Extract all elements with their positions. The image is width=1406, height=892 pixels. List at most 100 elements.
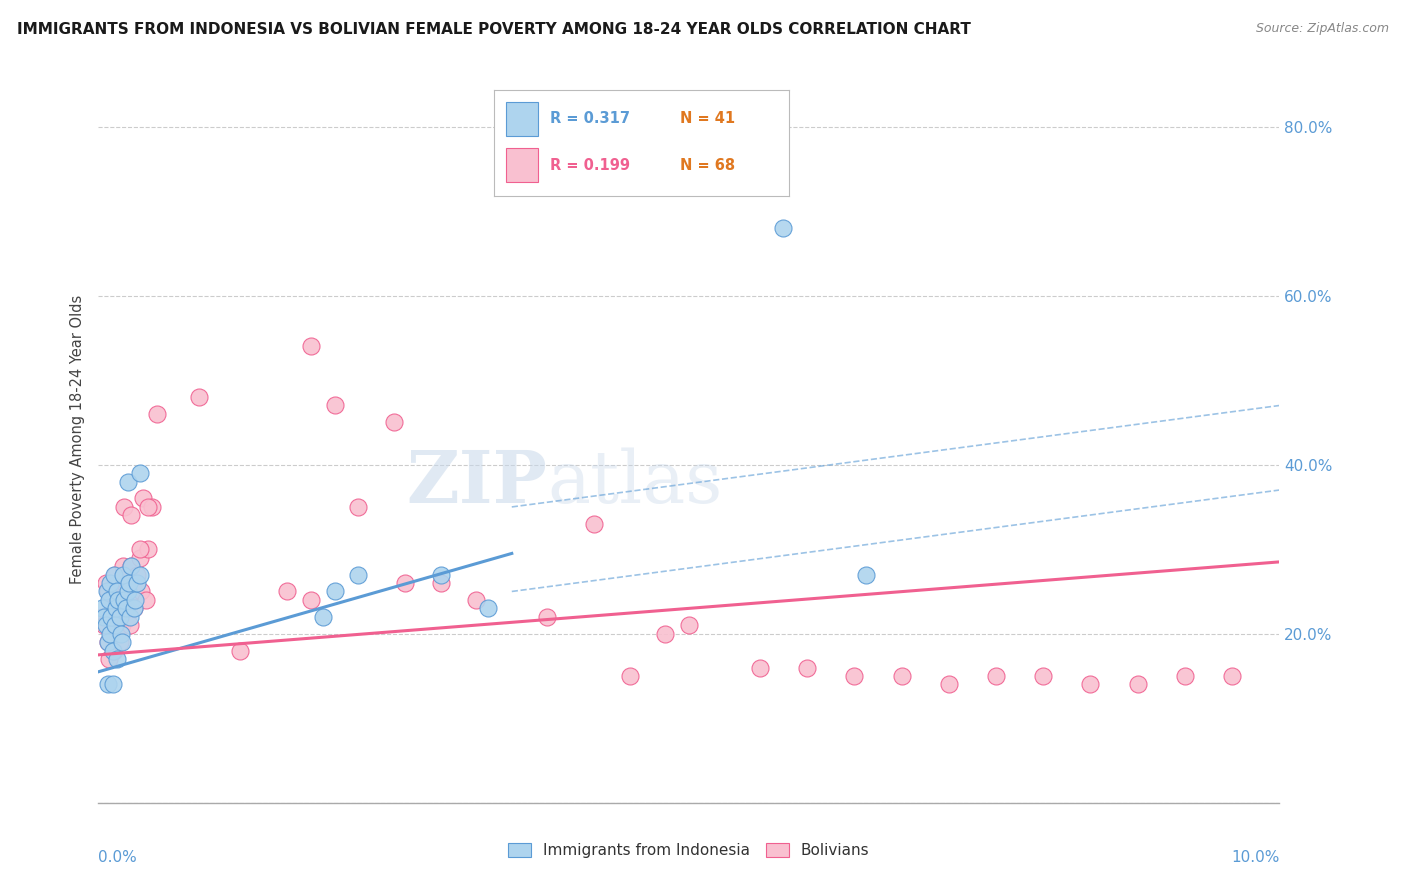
Point bbox=[114, 601, 136, 615]
Point bbox=[111, 635, 134, 649]
Text: IMMIGRANTS FROM INDONESIA VS BOLIVIAN FEMALE POVERTY AMONG 18-24 YEAR OLDS CORRE: IMMIGRANTS FROM INDONESIA VS BOLIVIAN FE… bbox=[17, 22, 970, 37]
Text: 0.0%: 0.0% bbox=[98, 850, 138, 865]
Point bbox=[107, 593, 129, 607]
Point bbox=[141, 500, 163, 514]
Point bbox=[146, 407, 169, 421]
Point bbox=[323, 584, 346, 599]
Point bbox=[112, 500, 135, 514]
Point bbox=[187, 390, 209, 404]
Point bbox=[104, 610, 127, 624]
Point bbox=[108, 635, 131, 649]
Point bbox=[132, 491, 155, 506]
Point bbox=[128, 542, 150, 557]
Point bbox=[128, 466, 150, 480]
Point bbox=[347, 500, 370, 514]
Point bbox=[94, 618, 117, 632]
Point bbox=[654, 626, 676, 640]
Point bbox=[299, 593, 322, 607]
Point bbox=[1126, 677, 1149, 691]
Point bbox=[108, 601, 131, 615]
Point bbox=[127, 567, 149, 582]
Point bbox=[105, 601, 128, 615]
Point bbox=[121, 508, 143, 523]
Legend: Immigrants from Indonesia, Bolivians: Immigrants from Indonesia, Bolivians bbox=[502, 837, 876, 864]
Point bbox=[127, 576, 149, 591]
Point bbox=[1174, 669, 1197, 683]
Point bbox=[772, 221, 794, 235]
Point bbox=[312, 610, 335, 624]
Point bbox=[118, 576, 141, 591]
Point bbox=[97, 677, 120, 691]
Point bbox=[128, 550, 150, 565]
Point bbox=[430, 567, 453, 582]
Point bbox=[121, 559, 143, 574]
Point bbox=[114, 584, 136, 599]
Point bbox=[122, 601, 145, 615]
Point bbox=[111, 618, 134, 632]
Point bbox=[110, 610, 132, 624]
Point bbox=[112, 601, 135, 615]
Point bbox=[94, 576, 117, 591]
Point bbox=[276, 584, 298, 599]
Point bbox=[117, 567, 139, 582]
Point bbox=[93, 618, 115, 632]
Point bbox=[678, 618, 700, 632]
Point bbox=[135, 593, 157, 607]
Point bbox=[98, 626, 121, 640]
Text: atlas: atlas bbox=[547, 448, 723, 518]
Point bbox=[104, 567, 127, 582]
Point bbox=[112, 567, 135, 582]
Point bbox=[1032, 669, 1054, 683]
Point bbox=[101, 677, 124, 691]
Point bbox=[229, 643, 252, 657]
Point bbox=[98, 652, 121, 666]
Text: 10.0%: 10.0% bbox=[1232, 850, 1279, 865]
Point bbox=[105, 584, 128, 599]
Point bbox=[347, 567, 370, 582]
Point bbox=[890, 669, 912, 683]
Point bbox=[91, 610, 114, 624]
Y-axis label: Female Poverty Among 18-24 Year Olds: Female Poverty Among 18-24 Year Olds bbox=[70, 294, 86, 584]
Point bbox=[112, 593, 135, 607]
Text: Source: ZipAtlas.com: Source: ZipAtlas.com bbox=[1256, 22, 1389, 36]
Point bbox=[430, 576, 453, 591]
Point bbox=[108, 610, 131, 624]
Point bbox=[938, 677, 960, 691]
Text: ZIP: ZIP bbox=[406, 448, 547, 518]
Point bbox=[619, 669, 641, 683]
Point bbox=[118, 593, 141, 607]
Point bbox=[105, 626, 128, 640]
Point bbox=[115, 610, 138, 624]
Point bbox=[117, 475, 139, 489]
Point bbox=[136, 500, 159, 514]
Point bbox=[120, 610, 142, 624]
Point bbox=[105, 584, 128, 599]
Point bbox=[104, 618, 127, 632]
Point bbox=[120, 618, 142, 632]
Point bbox=[122, 601, 145, 615]
Point bbox=[844, 669, 866, 683]
Point bbox=[97, 635, 120, 649]
Point bbox=[124, 584, 146, 599]
Point bbox=[96, 584, 118, 599]
Point bbox=[748, 660, 770, 674]
Point bbox=[1220, 669, 1243, 683]
Point bbox=[98, 576, 121, 591]
Point bbox=[100, 626, 122, 640]
Point bbox=[93, 610, 115, 624]
Point bbox=[323, 399, 346, 413]
Point bbox=[103, 567, 125, 582]
Point bbox=[110, 626, 132, 640]
Point bbox=[97, 584, 120, 599]
Point bbox=[91, 601, 114, 615]
Point bbox=[117, 584, 139, 599]
Point bbox=[124, 593, 146, 607]
Point bbox=[394, 576, 416, 591]
Point bbox=[97, 635, 120, 649]
Point bbox=[382, 416, 405, 430]
Point bbox=[101, 601, 124, 615]
Point bbox=[796, 660, 818, 674]
Point bbox=[136, 542, 159, 557]
Point bbox=[101, 643, 124, 657]
Point bbox=[98, 593, 121, 607]
